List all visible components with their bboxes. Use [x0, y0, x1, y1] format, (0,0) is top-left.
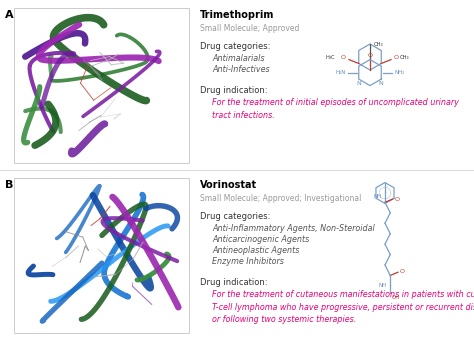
Text: Enzyme Inhibitors: Enzyme Inhibitors [212, 257, 284, 266]
Text: CH₃: CH₃ [400, 55, 410, 60]
Text: Small Molecule; Approved: Small Molecule; Approved [200, 24, 300, 33]
Text: O: O [395, 197, 400, 201]
Text: O: O [394, 55, 399, 60]
Bar [14, 178, 189, 333]
Text: Small Molecule; Approved; Investigational: Small Molecule; Approved; Investigationa… [200, 194, 361, 203]
Text: Trimethoprim: Trimethoprim [200, 10, 274, 20]
Text: H₂N: H₂N [336, 70, 346, 75]
Text: OH: OH [392, 295, 401, 300]
Text: Drug indication:: Drug indication: [200, 278, 267, 287]
Text: Drug indication:: Drug indication: [200, 86, 267, 95]
Text: Vorinostat: Vorinostat [200, 180, 257, 190]
Text: For the treatment of cutaneous manifestations in patients with cutaneous
T-cell : For the treatment of cutaneous manifesta… [212, 290, 474, 324]
Text: For the treatment of initial episodes of uncomplicated urinary
tract infections.: For the treatment of initial episodes of… [212, 98, 459, 120]
Bar [14, 8, 189, 163]
Text: NH: NH [379, 283, 387, 288]
Text: A: A [5, 10, 14, 20]
Text: CH₃: CH₃ [374, 42, 383, 47]
Text: N: N [379, 81, 383, 86]
Text: O: O [341, 55, 346, 60]
Text: O: O [367, 53, 373, 57]
Text: Drug categories:: Drug categories: [200, 212, 270, 221]
Text: Drug categories:: Drug categories: [200, 42, 270, 51]
Text: H₃C: H₃C [325, 55, 335, 60]
Text: NH₂: NH₂ [394, 70, 404, 75]
Text: N: N [357, 81, 362, 86]
Text: Anti-Infectives: Anti-Infectives [212, 65, 270, 74]
Text: Anti-Inflammatory Agents, Non-Steroidal: Anti-Inflammatory Agents, Non-Steroidal [212, 224, 375, 233]
Text: B: B [5, 180, 13, 190]
Text: Antimalarials: Antimalarials [212, 54, 264, 63]
Text: O: O [400, 269, 405, 274]
Text: Antineoplastic Agents: Antineoplastic Agents [212, 246, 300, 255]
Text: Anticarcinogenic Agents: Anticarcinogenic Agents [212, 235, 309, 244]
Text: NH: NH [374, 194, 382, 199]
